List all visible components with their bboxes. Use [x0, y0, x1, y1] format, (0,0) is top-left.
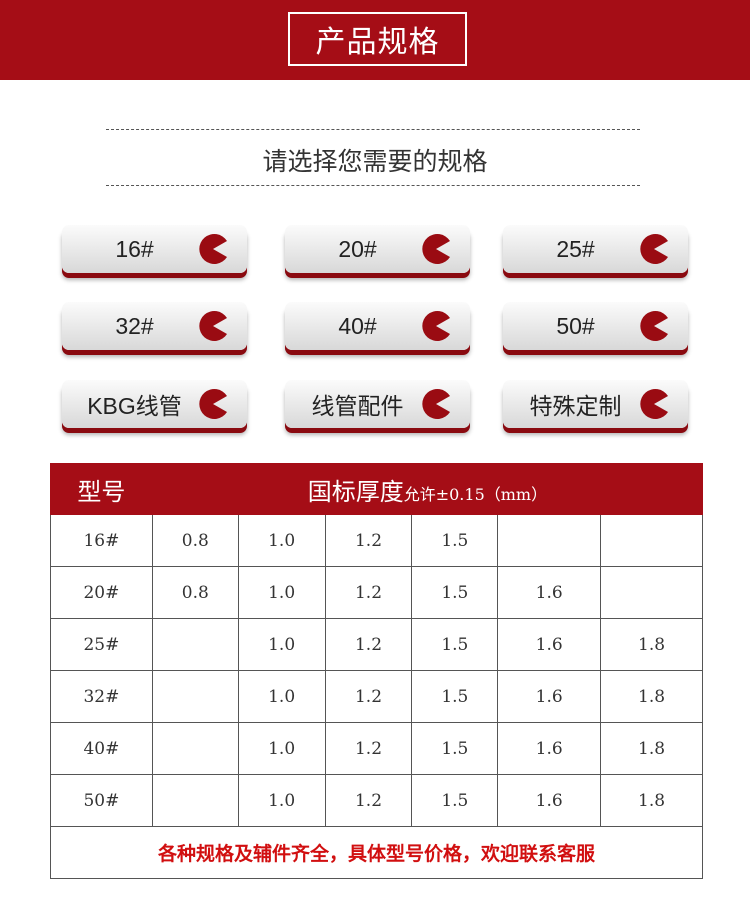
- thickness-cell: [151, 774, 239, 827]
- thickness-cell: 1.5: [411, 618, 499, 671]
- thickness-cell: [600, 514, 703, 567]
- thickness-cell: 1.2: [324, 514, 413, 567]
- model-cell: 20#: [50, 566, 153, 619]
- header-thickness: 国标厚度允许±0.15（mm）: [151, 463, 704, 515]
- thickness-cell: 1.5: [411, 514, 499, 567]
- thickness-cell: 1.6: [497, 618, 602, 671]
- thickness-cell: 1.0: [237, 722, 326, 775]
- spec-button[interactable]: 40#: [285, 302, 470, 350]
- thickness-cell: 1.5: [411, 566, 499, 619]
- model-cell: 32#: [50, 670, 153, 723]
- spec-button-label: KBG线管: [87, 393, 182, 419]
- pie-arrow-icon: [422, 234, 450, 264]
- thickness-cell: [151, 618, 239, 671]
- spec-button-label: 线管配件: [311, 393, 404, 419]
- thickness-cell: 1.8: [600, 774, 703, 827]
- spec-button[interactable]: KBG线管: [62, 380, 247, 428]
- spec-button-label: 40#: [338, 312, 377, 339]
- subtitle: 请选择您需要的规格: [262, 147, 488, 176]
- pie-arrow-icon: [640, 389, 668, 419]
- thickness-cell: 1.2: [324, 774, 413, 827]
- thickness-cell: 0.8: [151, 566, 239, 619]
- pie-arrow-icon: [422, 389, 450, 419]
- spec-button[interactable]: 20#: [285, 225, 470, 273]
- table-row: 32# 1.0 1.2 1.5 1.6 1.8: [50, 670, 703, 723]
- thickness-cell: 1.5: [411, 774, 499, 827]
- thickness-cell: [151, 670, 239, 723]
- thickness-cell: 1.8: [600, 670, 703, 723]
- divider: [106, 185, 640, 186]
- header-model: 型号: [50, 463, 153, 515]
- thickness-cell: 1.0: [237, 774, 326, 827]
- spec-button-label: 16#: [115, 235, 154, 262]
- thickness-cell: 1.5: [411, 722, 499, 775]
- header-bar: 产品规格: [0, 0, 750, 80]
- spec-table: 型号 国标厚度允许±0.15（mm） 16# 0.8 1.0 1.2 1.5 20# 0.8…: [50, 463, 704, 879]
- pie-arrow-icon: [199, 234, 227, 264]
- thickness-cell: [151, 722, 239, 775]
- thickness-cell: 1.0: [237, 514, 326, 567]
- model-cell: 40#: [50, 722, 153, 775]
- spec-button-label: 32#: [115, 312, 154, 339]
- thickness-cell: 1.2: [324, 566, 413, 619]
- pie-arrow-icon: [199, 311, 227, 341]
- spec-button-label: 特殊定制: [529, 393, 622, 419]
- thickness-cell: [497, 514, 602, 567]
- table-row: 50# 1.0 1.2 1.5 1.6 1.8: [50, 774, 703, 827]
- model-cell: 16#: [50, 514, 153, 567]
- thickness-cell: 1.8: [600, 722, 703, 775]
- pie-arrow-icon: [640, 311, 668, 341]
- pie-arrow-icon: [422, 311, 450, 341]
- table-row: 16# 0.8 1.0 1.2 1.5: [50, 514, 703, 567]
- table-row: 25# 1.0 1.2 1.5 1.6 1.8: [50, 618, 703, 671]
- thickness-cell: 1.6: [497, 566, 602, 619]
- spec-button-label: 50#: [556, 312, 595, 339]
- spec-button-label: 25#: [556, 235, 595, 262]
- spec-button[interactable]: 16#: [62, 225, 247, 273]
- thickness-cell: 1.6: [497, 774, 602, 827]
- thickness-cell: 1.2: [324, 670, 413, 723]
- thickness-cell: [600, 566, 703, 619]
- thickness-cell: 1.8: [600, 618, 703, 671]
- table-row: 40# 1.0 1.2 1.5 1.6 1.8: [50, 722, 703, 775]
- pie-arrow-icon: [199, 389, 227, 419]
- tolerance-label: 允许±0.15（mm）: [403, 484, 548, 504]
- spec-button-label: 20#: [338, 235, 377, 262]
- footer-note: 各种规格及辅件齐全，具体型号价格，欢迎联系客服: [50, 826, 703, 879]
- thickness-cell: 1.2: [324, 618, 413, 671]
- page-title: 产品规格: [288, 12, 467, 66]
- spec-button[interactable]: 特殊定制: [503, 380, 688, 428]
- model-cell: 25#: [50, 618, 153, 671]
- thickness-cell: 1.6: [497, 722, 602, 775]
- thickness-cell: 1.5: [411, 670, 499, 723]
- spec-button[interactable]: 32#: [62, 302, 247, 350]
- spec-button[interactable]: 线管配件: [285, 380, 470, 428]
- divider: [106, 129, 640, 130]
- thickness-cell: 1.0: [237, 566, 326, 619]
- spec-button[interactable]: 25#: [503, 225, 688, 273]
- thickness-cell: 1.0: [237, 670, 326, 723]
- pie-arrow-icon: [640, 234, 668, 264]
- thickness-cell: 1.2: [324, 722, 413, 775]
- thickness-label: 国标厚度: [307, 477, 404, 506]
- table-row: 20# 0.8 1.0 1.2 1.5 1.6: [50, 566, 703, 619]
- spec-button[interactable]: 50#: [503, 302, 688, 350]
- thickness-cell: 1.6: [497, 670, 602, 723]
- model-cell: 50#: [50, 774, 153, 827]
- thickness-cell: 0.8: [151, 514, 239, 567]
- thickness-cell: 1.0: [237, 618, 326, 671]
